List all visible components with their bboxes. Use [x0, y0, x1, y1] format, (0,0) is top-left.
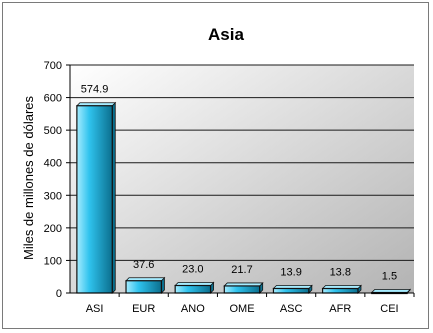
- y-tick-label: 300: [44, 190, 62, 202]
- x-tick-label: ANO: [181, 303, 205, 315]
- y-tick-label: 700: [44, 60, 62, 72]
- x-tick-label: ASC: [280, 303, 303, 315]
- y-tick-label: 500: [44, 125, 62, 137]
- y-tick-label: 100: [44, 255, 62, 267]
- bar: [272, 284, 313, 294]
- value-labels: 574.9 37.6 23.0 21.7 13.9 13.8 1.5: [81, 84, 397, 283]
- bar-face: [321, 287, 359, 294]
- x-tick-label: ASI: [86, 303, 104, 315]
- gridlines: [70, 64, 414, 261]
- x-tick-label: CEI: [380, 303, 398, 315]
- data-label: 13.9: [280, 266, 301, 278]
- bar: [174, 281, 215, 294]
- y-axis-ticks: 0 100 200 300 400 500 600 700: [44, 60, 70, 300]
- data-label: 37.6: [133, 259, 154, 271]
- y-tick-label: 0: [56, 288, 62, 300]
- data-label: 21.7: [231, 264, 252, 276]
- bar: [321, 284, 362, 294]
- data-label: 574.9: [81, 84, 109, 96]
- bar: [125, 276, 166, 294]
- data-label: 23.0: [182, 264, 203, 276]
- y-tick-label: 400: [44, 158, 62, 170]
- bar-face: [125, 280, 163, 294]
- x-tick-label: EUR: [132, 303, 155, 315]
- bars: [75, 101, 412, 295]
- y-axis-label: Miles de millones de dólares: [21, 95, 36, 260]
- bar: [75, 101, 117, 294]
- bar-face: [174, 284, 212, 294]
- bar-face: [76, 105, 113, 294]
- bar: [223, 281, 264, 294]
- x-axis-ticks: ASI EUR ANO OME ASC AFR CEI: [86, 293, 415, 315]
- x-tick-label: OME: [229, 303, 254, 315]
- data-label: 1.5: [382, 271, 397, 283]
- data-label: 13.8: [330, 267, 351, 279]
- bar-face: [223, 285, 261, 294]
- chart-title: Asia: [208, 25, 244, 44]
- y-tick-label: 600: [44, 93, 62, 105]
- plot-area: [70, 65, 414, 293]
- x-tick-label: AFR: [329, 303, 351, 315]
- bar-face: [272, 287, 310, 294]
- y-tick-label: 200: [44, 223, 62, 235]
